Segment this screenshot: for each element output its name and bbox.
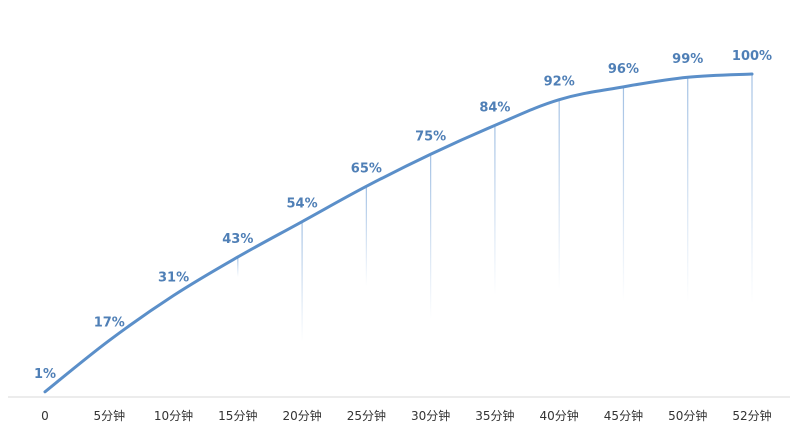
drop-line xyxy=(430,154,432,320)
x-tick-label: 30分钟 xyxy=(411,408,450,423)
data-label: 54% xyxy=(287,197,318,212)
drop-line xyxy=(751,74,753,304)
drop-line xyxy=(365,186,367,287)
data-label: 75% xyxy=(415,129,446,144)
data-label: 96% xyxy=(608,62,639,77)
x-tick-labels: 0 5分钟 10分钟 15分钟 20分钟 25分钟 30分钟 35分钟 40分钟 45分钟 50分钟… xyxy=(41,408,771,423)
series-line xyxy=(43,72,754,394)
data-label: 92% xyxy=(544,75,575,90)
data-label: 43% xyxy=(222,232,253,247)
x-tick-label: 35分钟 xyxy=(475,408,514,423)
data-label: 1% xyxy=(34,367,56,382)
data-label: 31% xyxy=(158,270,189,285)
drop-line xyxy=(687,77,689,303)
data-label: 65% xyxy=(351,161,382,176)
x-tick-label: 40分钟 xyxy=(540,408,579,423)
x-tick-label: 25分钟 xyxy=(347,408,386,423)
drop-lines xyxy=(237,74,753,342)
x-tick-label: 0 xyxy=(41,409,49,423)
x-tick-label: 52分钟 xyxy=(732,408,771,423)
data-label: 84% xyxy=(479,100,510,115)
drop-line xyxy=(622,86,625,302)
drop-line xyxy=(558,99,560,290)
data-label: 99% xyxy=(672,52,703,67)
x-tick-label: 20分钟 xyxy=(282,408,321,423)
data-label: 17% xyxy=(94,315,125,330)
x-tick-label: 15分钟 xyxy=(218,408,257,423)
drop-line xyxy=(494,125,496,296)
data-label: 100% xyxy=(732,49,772,64)
x-tick-label: 5分钟 xyxy=(93,408,125,423)
drop-line xyxy=(237,256,239,277)
x-tick-label: 50分钟 xyxy=(668,408,707,423)
drop-line xyxy=(301,221,303,342)
data-labels: 1% 17% 31% 43% 54% 65% 75% 84% 92% 96% 99% 100% xyxy=(34,49,772,382)
x-tick-label: 10分钟 xyxy=(154,408,193,423)
x-tick-label: 45分钟 xyxy=(604,408,643,423)
